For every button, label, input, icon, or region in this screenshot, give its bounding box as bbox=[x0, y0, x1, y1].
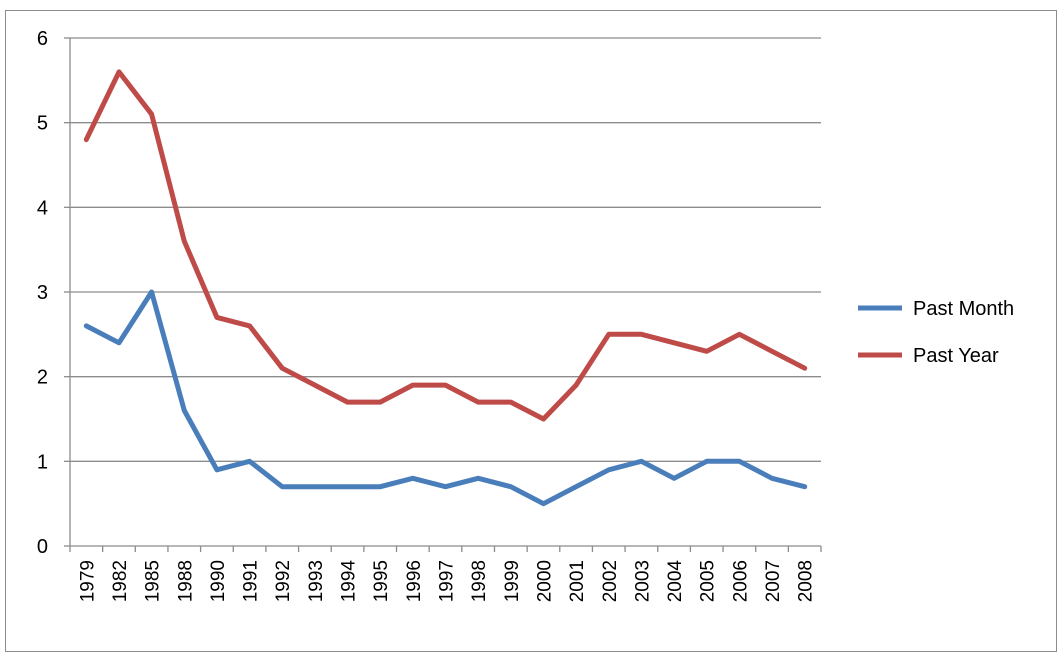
series-line-past-month bbox=[83, 289, 808, 507]
y-tick-label: 4 bbox=[37, 197, 48, 219]
y-tick-label: 5 bbox=[37, 113, 48, 135]
x-tick-label: 1985 bbox=[143, 560, 164, 602]
x-tick-label: 2004 bbox=[665, 560, 686, 603]
y-tick-label: 0 bbox=[37, 536, 48, 558]
axes bbox=[64, 37, 822, 552]
x-tick-label: 2000 bbox=[534, 560, 555, 602]
x-tick-label: 2007 bbox=[763, 560, 784, 602]
x-tick-label: 1982 bbox=[110, 560, 131, 602]
legend-label: Past Year bbox=[913, 345, 999, 367]
chart-frame bbox=[5, 10, 1057, 652]
gridlines bbox=[70, 37, 821, 462]
x-tick-label: 1995 bbox=[371, 560, 392, 602]
x-tick-label: 1998 bbox=[469, 560, 490, 602]
y-tick-label: 1 bbox=[37, 451, 48, 473]
x-tick-label: 2002 bbox=[600, 560, 621, 602]
y-tick-label: 6 bbox=[37, 28, 48, 50]
x-tick-label: 1990 bbox=[208, 560, 229, 602]
x-tick-label: 1988 bbox=[175, 560, 196, 602]
x-tick-label: 1979 bbox=[77, 560, 98, 602]
x-tick-label: 2008 bbox=[796, 560, 817, 602]
x-tick-label: 1994 bbox=[339, 560, 360, 603]
y-tick-label: 3 bbox=[37, 282, 48, 304]
x-tick-label: 1999 bbox=[502, 560, 523, 602]
x-tick-label: 2001 bbox=[567, 560, 588, 602]
x-tick-label: 1992 bbox=[273, 560, 294, 602]
y-tick-label: 2 bbox=[37, 367, 48, 389]
x-tick-label: 2006 bbox=[730, 560, 751, 602]
x-tick-label: 1997 bbox=[437, 560, 458, 602]
legend: Past Month Past Year bbox=[858, 298, 1014, 367]
y-axis-ticks: 0 1 2 3 4 5 6 bbox=[37, 28, 48, 558]
legend-label: Past Month bbox=[913, 298, 1014, 320]
x-tick-label: 2005 bbox=[698, 560, 719, 602]
x-axis-ticks: 1979 1982 1985 1988 1990 1991 1992 1993 1994 1995… bbox=[77, 560, 816, 603]
x-tick-label: 1993 bbox=[306, 560, 327, 602]
x-tick-label: 1991 bbox=[241, 560, 262, 602]
x-tick-label: 1996 bbox=[404, 560, 425, 602]
series-line-past-year bbox=[83, 69, 808, 422]
x-tick-label: 2003 bbox=[632, 560, 653, 602]
series-lines bbox=[83, 69, 808, 507]
